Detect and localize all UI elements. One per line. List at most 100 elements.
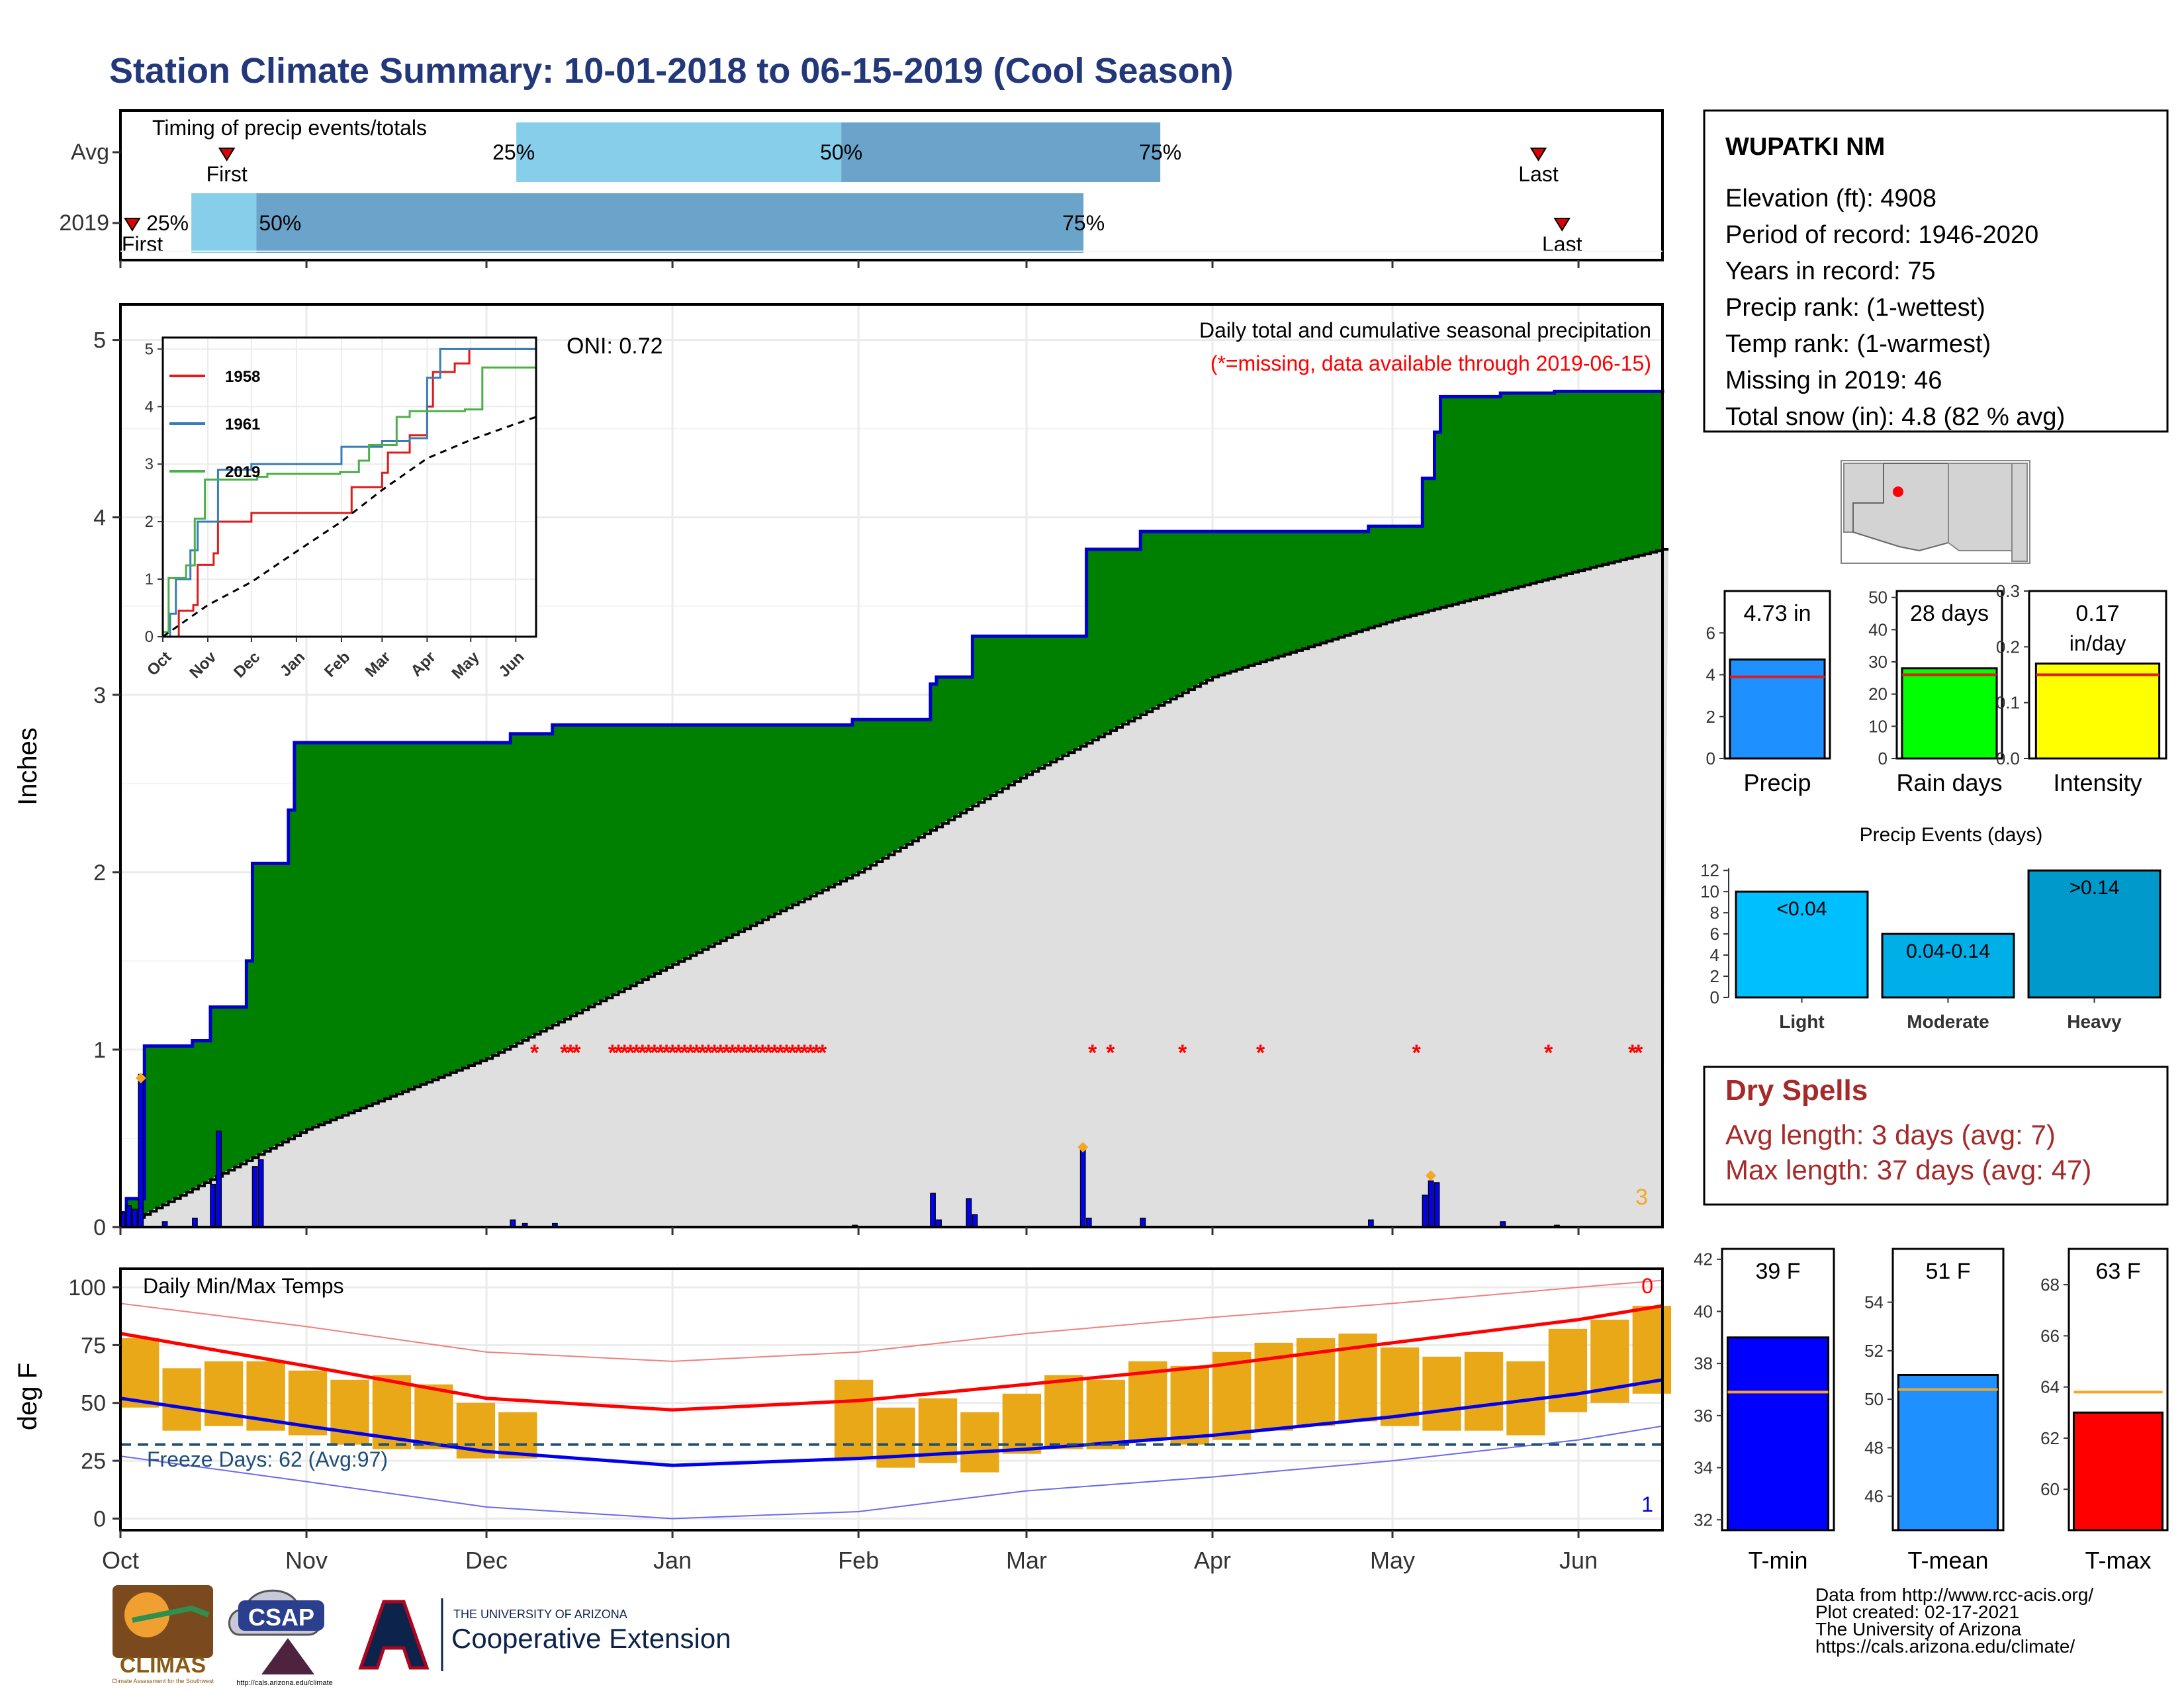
mini-chart-y-tick-label: 0 xyxy=(1878,749,1888,768)
missing-day-marker: * xyxy=(1178,1040,1187,1066)
missing-day-marker: * xyxy=(758,1040,767,1066)
missing-day-marker: * xyxy=(530,1040,539,1066)
events-category-label: Moderate xyxy=(1907,1011,1989,1032)
missing-day-marker: * xyxy=(818,1040,827,1066)
daily-precip-bar xyxy=(210,1183,216,1228)
temp-average-lines xyxy=(120,1304,1663,1467)
inset-y-tick-label: 4 xyxy=(145,398,154,416)
temp-range-bar xyxy=(1086,1379,1126,1449)
temp-range-bar xyxy=(1044,1375,1083,1449)
climas-plant-icon xyxy=(132,1605,210,1623)
daily-precip-bar xyxy=(1079,1148,1086,1228)
mini-chart-y-tick-label: 0.1 xyxy=(1996,693,2020,713)
temp-y-tick-label: 50 xyxy=(81,1391,106,1416)
mini-chart-value-label: 51 F xyxy=(1925,1259,1970,1284)
temp-range-bar xyxy=(960,1412,999,1473)
station-info-lines: Elevation (ft): 4908 Period of record: 19… xyxy=(1725,185,2065,431)
temp-x-tick-label: May xyxy=(1370,1547,1415,1574)
missing-day-marker: * xyxy=(560,1040,569,1066)
temp-range-bar xyxy=(120,1338,159,1408)
missing-day-marker: * xyxy=(728,1040,737,1066)
missing-day-marker: * xyxy=(1106,1040,1115,1066)
missing-day-marker: * xyxy=(632,1040,641,1066)
missing-day-marker: * xyxy=(1256,1040,1265,1066)
max-precip-marker-icon xyxy=(135,1072,146,1083)
csap-badge xyxy=(238,1600,324,1631)
events-y-tick-label: 0 xyxy=(1710,987,1719,1007)
mini-chart-value-bar xyxy=(1897,1374,1999,1531)
station-info-line: Years in record: 75 xyxy=(1725,257,1936,285)
temperature-panel: deg F 0 25 50 75 100 Oct Nov Dec Jan Feb Mar Apr May… xyxy=(13,1267,1672,1574)
cumulative-surplus-fill xyxy=(120,389,1662,1227)
mini-chart-y-tick-label: 38 xyxy=(1694,1353,1713,1373)
inset-lines xyxy=(162,343,537,638)
events-bar xyxy=(1881,933,2015,999)
inset-x-tick-label: Feb xyxy=(321,648,353,680)
mini-chart-y-tick-label: 66 xyxy=(2040,1326,2060,1346)
missing-day-marker: * xyxy=(746,1040,755,1066)
daily-precip-bar xyxy=(1085,1217,1092,1228)
missing-day-marker: * xyxy=(656,1040,665,1066)
daily-precip-bar xyxy=(251,1166,258,1228)
missing-day-markers: * *** ************************************… xyxy=(530,1040,1643,1066)
ua-small-text: THE UNIVERSITY OF ARIZONA xyxy=(453,1608,627,1621)
inset-x-tick-label: Nov xyxy=(186,648,220,682)
daily-precip-bar xyxy=(972,1214,978,1228)
temp-range-bar xyxy=(1170,1365,1209,1445)
mini-chart-y-tick-label: 30 xyxy=(1868,652,1888,672)
dry-spells-box: Dry Spells Avg length: 3 days (avg: 7) M… xyxy=(1703,1066,2169,1206)
mini-chart-y-tick-label: 42 xyxy=(1694,1250,1713,1269)
temp-range-bar xyxy=(1422,1356,1461,1431)
inset-y-tick-label: 5 xyxy=(145,340,154,358)
station-location-marker xyxy=(1893,486,1903,497)
missing-day-marker: * xyxy=(626,1040,635,1066)
precip-y-tick-label: 2 xyxy=(93,860,106,886)
dry-spells-frame xyxy=(1703,1066,2169,1206)
daily-precip-bar xyxy=(1428,1180,1434,1228)
credit-line: The University of Arizona xyxy=(1815,1619,2022,1639)
ua-cooperative-extension: Cooperative Extension xyxy=(451,1623,731,1654)
temp-x-tick-label: Nov xyxy=(285,1547,328,1574)
mini-chart-value-label: 63 F xyxy=(2095,1259,2140,1284)
inset-x-tick-label: May xyxy=(449,648,484,683)
daily-precip-bar xyxy=(257,1159,264,1228)
mini-chart-y-tick-label: 46 xyxy=(1864,1486,1884,1506)
mini-chart-y-tick-label: 20 xyxy=(1868,684,1888,704)
mini-chart-y-tick-label: 6 xyxy=(1706,623,1715,643)
station-info-line: Total snow (in): 4.8 (82 % avg) xyxy=(1725,403,2065,431)
oni-label: ONI: 0.72 xyxy=(567,334,663,359)
timing-p75-label: 75% xyxy=(1139,140,1181,164)
events-y-tick-label: 8 xyxy=(1710,903,1719,923)
first-event-label: First xyxy=(122,232,163,256)
climas-logo: CLIMAS Climate Assessment for the Southw… xyxy=(112,1585,214,1684)
missing-day-marker: * xyxy=(776,1040,786,1066)
timing-panel: Timing of precip events/totals Avg 25% 50%… xyxy=(59,109,1664,268)
mini-chart-y-tick-label: 52 xyxy=(1864,1341,1884,1361)
mini-chart-y-tick-label: 40 xyxy=(1868,619,1888,639)
climas-tagline: Climate Assessment for the Southwest xyxy=(112,1678,214,1684)
mini-chart-y-tick-label: 64 xyxy=(2040,1377,2060,1397)
mini-chart-category-label: T-mean xyxy=(1907,1547,1988,1574)
inset-legend-label: 2019 xyxy=(225,463,260,481)
missing-day-marker: * xyxy=(686,1040,696,1066)
inset-legend-label: 1958 xyxy=(225,368,260,386)
csap-logo: CSAP http://cals.arizona.edu/climate xyxy=(228,1589,333,1687)
inset-series-line xyxy=(163,343,537,638)
timing-bar-50-75 xyxy=(256,193,1084,253)
missing-day-marker: * xyxy=(740,1040,749,1066)
precip-chart-subtitle: (*=missing, data available through 2019-… xyxy=(1210,351,1651,375)
daily-precip-bar xyxy=(216,1130,222,1228)
mini-chart-value-bar xyxy=(1729,658,1826,760)
missing-day-marker: * xyxy=(572,1040,581,1066)
inset-x-tick-label: Apr xyxy=(407,648,439,680)
mini-chart-value-bar xyxy=(2072,1411,2164,1531)
inset-x-tick-label: Jun xyxy=(495,648,527,680)
dry-spells-title: Dry Spells xyxy=(1725,1074,1868,1107)
daily-precip-bar xyxy=(138,1074,144,1228)
daily-precip-bar xyxy=(966,1198,972,1228)
inset-y-tick-label: 2 xyxy=(145,513,154,531)
inset-series-line xyxy=(163,365,537,633)
max-precip-marker-icon xyxy=(1426,1170,1437,1181)
temp-y-axis-label: deg F xyxy=(13,1363,42,1430)
temp-record-lines xyxy=(120,1279,1663,1520)
